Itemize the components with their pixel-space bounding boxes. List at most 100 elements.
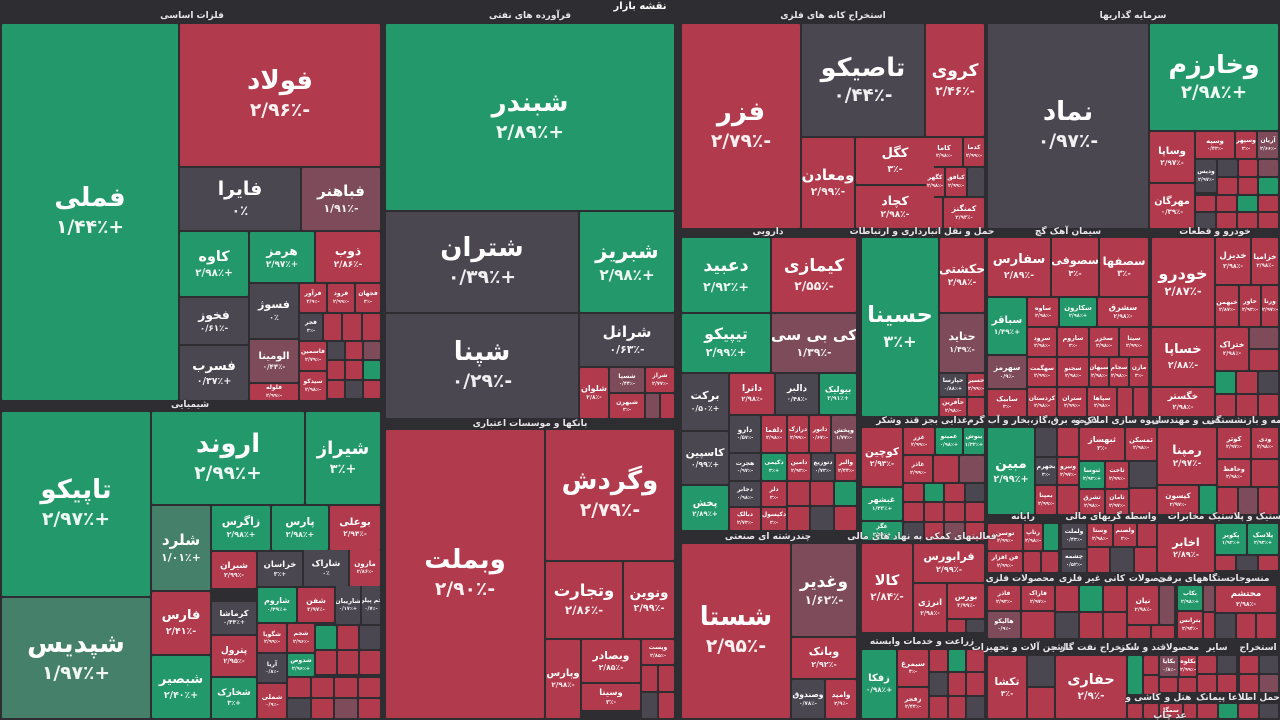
treemap-tile[interactable]: فجهان -۳٪ [356,284,380,312]
treemap-tile[interactable]: فاراک -۲/۹۷٪ [1022,586,1054,610]
treemap-tile[interactable]: سجنو -۲/۹۸٪ [1058,358,1088,386]
treemap-tile-small[interactable] [924,484,943,502]
treemap-tile-small[interactable] [788,507,810,530]
treemap-tile[interactable]: ثنوسا +۲/۹۳٪ [1080,462,1104,488]
treemap-tile[interactable]: سهرمز -۰/۹٪ [988,356,1026,388]
treemap-tile-small[interactable] [316,651,336,674]
treemap-tile[interactable]: حفاری -۲/۹٪ [1056,656,1126,718]
treemap-tile[interactable]: فولاد -۲/۹۶٪ [180,24,380,166]
treemap-tile[interactable]: ثاخت -۲/۹۹٪ [1106,462,1128,488]
treemap-tile[interactable]: دابور -۰/۶۷٪ [810,416,830,452]
treemap-tile[interactable]: سابیک -۳٪ [988,390,1026,416]
treemap-tile[interactable]: حکشتی -۲/۹۸٪ [940,238,984,312]
treemap-tile[interactable]: وسپهر -۳٪ [1236,132,1256,158]
treemap-tile-small[interactable] [930,650,947,672]
treemap-tile[interactable]: سپاها -۲/۹۸٪ [1088,388,1116,416]
treemap-tile-small[interactable] [967,620,984,632]
treemap-tile-small[interactable] [968,398,984,416]
treemap-tile-small[interactable] [834,482,856,505]
treemap-tile[interactable]: نیان -۲/۹۸٪ [1128,586,1158,624]
treemap-tile[interactable]: خراسان +۳٪ [258,552,302,586]
treemap-tile[interactable]: دارو -۰/۵۷٪ [730,416,760,452]
treemap-tile[interactable]: ودی -۲/۹۸٪ [1252,428,1278,458]
treemap-tile[interactable]: شیران -۲/۹۹٪ [212,552,256,588]
treemap-tile-small[interactable] [1130,489,1156,514]
treemap-tile-small[interactable] [904,503,923,521]
treemap-tile-small[interactable] [1111,548,1133,572]
treemap-tile-small[interactable] [1134,388,1148,416]
treemap-tile[interactable]: بمپنا -۲/۹۹٪ [1036,486,1056,514]
treemap-tile-small[interactable] [1216,614,1235,638]
treemap-tile-small[interactable] [335,678,357,697]
treemap-tile[interactable]: چشمه -۰/۵۲٪ [1062,550,1086,572]
treemap-tile[interactable]: وگردش -۲/۷۹٪ [546,430,674,560]
treemap-tile[interactable]: سفارس -۲/۸۹٪ [988,238,1050,296]
treemap-tile-small[interactable] [646,394,659,418]
treemap-tile-small[interactable] [1238,213,1257,228]
treemap-tile-small[interactable] [1036,428,1056,456]
treemap-tile-small[interactable] [1250,328,1278,348]
treemap-tile[interactable]: ورنا -۲/۹۷٪ [1262,286,1278,326]
treemap-tile-small[interactable] [926,198,942,228]
treemap-tile[interactable]: وسپه -۰/۴۳٪ [1196,132,1234,158]
treemap-tile[interactable]: اخابر -۲/۸۹٪ [1158,524,1214,572]
treemap-tile[interactable]: ونیرو -۲/۹۷٪ [1058,458,1078,484]
treemap-tile[interactable]: اروند +۲/۹۹٪ [152,412,304,504]
treemap-tile-small[interactable] [1217,213,1236,228]
treemap-tile[interactable]: کوثر -۲/۹۷٪ [1218,428,1250,458]
treemap-tile[interactable]: دجابر -۰/۹۸٪ [730,482,760,506]
treemap-tile[interactable]: فلوله -۲/۹۹٪ [250,384,298,400]
treemap-tile[interactable]: سبهان -۲/۹۸٪ [1090,358,1108,386]
treemap-tile-small[interactable] [1238,178,1258,194]
treemap-tile-small[interactable] [1196,213,1215,228]
treemap-tile-small[interactable] [1088,548,1110,572]
treemap-tile-small[interactable] [924,522,943,540]
treemap-tile-small[interactable] [661,394,674,418]
treemap-tile[interactable]: تاپیکو +۲/۹۷٪ [2,412,150,596]
treemap-tile-small[interactable] [948,620,965,632]
treemap-tile[interactable]: هجرت -۰/۹۷٪ [730,454,760,480]
treemap-tile[interactable]: خگستر -۲/۹۸٪ [1152,388,1214,416]
treemap-tile-small[interactable] [965,522,984,540]
treemap-tile[interactable]: فباهنر -۱/۹۱٪ [302,168,380,230]
treemap-tile-small[interactable] [642,666,657,691]
treemap-tile[interactable]: فارس -۲/۴۱٪ [152,592,210,654]
treemap-tile-small[interactable] [1218,488,1237,514]
treemap-tile[interactable]: مازن -۳٪ [1130,358,1148,386]
treemap-tile-small[interactable] [1258,395,1278,416]
treemap-tile-small[interactable] [1250,350,1278,370]
treemap-tile-small[interactable] [1240,675,1258,692]
treemap-tile[interactable]: ولملت -۰/۴۳٪ [1062,524,1086,548]
treemap-tile[interactable]: شپدیس +۱/۹۷٪ [2,598,150,718]
treemap-tile-small[interactable] [1144,656,1158,674]
treemap-tile[interactable]: دالبر -۰/۴۸٪ [776,374,818,414]
treemap-tile[interactable]: زفکا +۰/۹۸٪ [862,650,896,718]
treemap-tile[interactable]: محتشم -۲/۹۸٪ [1216,586,1276,612]
treemap-tile-small[interactable] [1138,524,1156,546]
treemap-tile[interactable]: پخش +۲/۸۹٪ [682,486,728,530]
treemap-tile[interactable] [1128,656,1142,694]
treemap-tile[interactable]: رمپنا -۲/۹۷٪ [1158,428,1216,484]
treemap-tile[interactable]: غزر -۲/۹۹٪ [904,428,934,454]
treemap-tile-small[interactable] [346,380,362,398]
treemap-tile[interactable]: سیدکو -۲/۹۸٪ [300,372,326,400]
treemap-tile-small[interactable] [1218,160,1237,176]
treemap-tile[interactable]: وستا -۲/۹۸٪ [1088,524,1112,546]
treemap-tile[interactable]: کردستان -۲/۹۸٪ [1028,388,1056,416]
treemap-tile[interactable]: شگویا -۲/۹۹٪ [258,624,286,652]
treemap-tile-small[interactable] [1259,196,1278,211]
treemap-tile-small[interactable] [965,484,984,502]
treemap-tile[interactable]: پلاسک +۲/۹۳٪ [1248,524,1278,554]
treemap-tile[interactable]: ومعادن -۲/۹۹٪ [802,138,854,228]
treemap-tile-small[interactable] [343,314,361,340]
treemap-tile-small[interactable] [945,522,964,540]
treemap-tile[interactable]: ستران -۲/۹۹٪ [1058,388,1086,416]
treemap-tile[interactable]: تیپیکو +۲/۹۹٪ [682,314,770,372]
treemap-tile-small[interactable] [930,696,947,718]
treemap-tile-small[interactable] [1058,486,1078,514]
treemap-tile[interactable]: شیراز +۳٪ [306,412,380,504]
treemap-tile-small[interactable] [311,699,333,718]
treemap-tile-small[interactable] [945,484,964,502]
treemap-tile[interactable]: شسپا -۰/۴۴٪ [610,368,644,392]
treemap-tile[interactable]: شاروم +۰/۴۹٪ [258,588,296,622]
